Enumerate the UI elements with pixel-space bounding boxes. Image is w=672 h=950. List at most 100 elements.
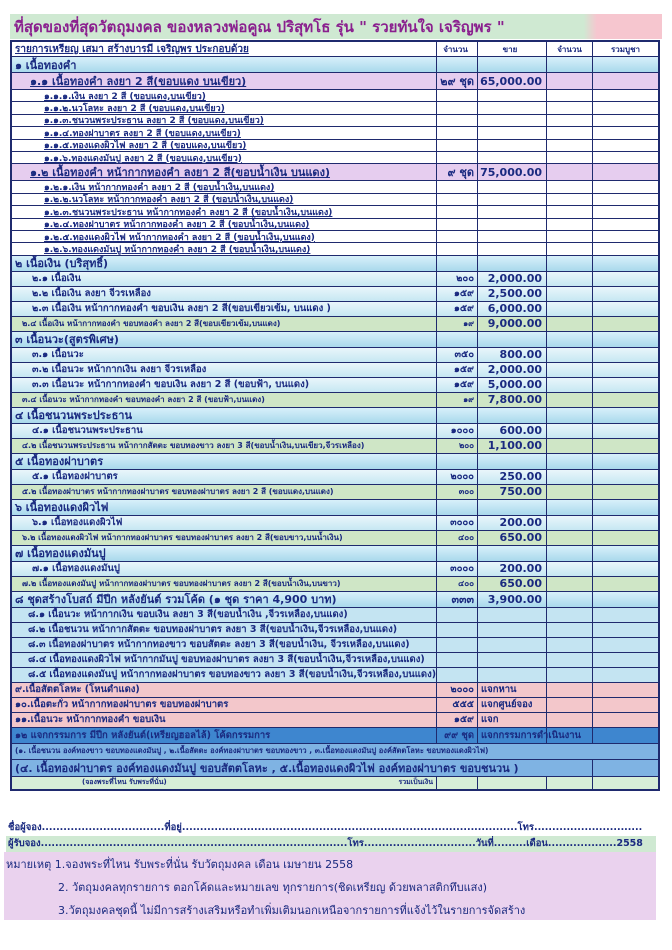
item-count-input[interactable] bbox=[547, 139, 593, 151]
item-count-input[interactable] bbox=[547, 230, 593, 243]
item-count-input[interactable] bbox=[547, 667, 593, 682]
item-total-input[interactable] bbox=[593, 668, 658, 682]
item-count-input[interactable] bbox=[547, 697, 593, 712]
item-total-input[interactable] bbox=[593, 408, 658, 423]
item-count-input[interactable] bbox=[547, 484, 593, 499]
item-total-input[interactable] bbox=[593, 562, 658, 576]
item-count-input[interactable] bbox=[547, 301, 593, 316]
item-count-input[interactable] bbox=[547, 73, 593, 89]
item-count-input[interactable] bbox=[547, 271, 593, 286]
item-total-input[interactable] bbox=[593, 272, 658, 286]
item-count-input[interactable] bbox=[547, 316, 593, 331]
item-total-input[interactable] bbox=[593, 393, 658, 407]
item-total-input[interactable] bbox=[593, 102, 658, 113]
item-total-input[interactable] bbox=[593, 713, 658, 727]
item-count-input[interactable] bbox=[547, 499, 593, 515]
item-total-input[interactable] bbox=[593, 363, 658, 377]
item-total-input[interactable] bbox=[593, 728, 658, 743]
item-total-input[interactable] bbox=[593, 206, 658, 217]
item-count-input[interactable] bbox=[547, 407, 593, 423]
item-count-input[interactable] bbox=[547, 438, 593, 453]
item-count-input[interactable] bbox=[547, 392, 593, 407]
item-total-input[interactable] bbox=[593, 485, 658, 499]
item-count-input[interactable] bbox=[547, 151, 593, 164]
item-count-input[interactable] bbox=[547, 561, 593, 576]
item-total-input[interactable] bbox=[593, 164, 658, 180]
item-count-input[interactable] bbox=[547, 243, 593, 255]
item-count-input[interactable] bbox=[547, 423, 593, 438]
item-total-input[interactable] bbox=[593, 57, 658, 72]
item-total-input[interactable] bbox=[593, 470, 658, 484]
item-count-input[interactable] bbox=[547, 515, 593, 530]
item-total-input[interactable] bbox=[593, 531, 658, 545]
item-total-input[interactable] bbox=[593, 683, 658, 697]
item-count-input[interactable] bbox=[547, 90, 593, 102]
item-total-input[interactable] bbox=[593, 317, 658, 331]
receiver-line[interactable]: ผู้รับจอง...............................… bbox=[6, 836, 656, 852]
item-total-input[interactable] bbox=[593, 256, 658, 271]
item-total-input[interactable] bbox=[593, 332, 658, 347]
item-total-input[interactable] bbox=[593, 623, 658, 637]
item-count-input[interactable] bbox=[547, 607, 593, 622]
item-total-input[interactable] bbox=[593, 454, 658, 469]
item-total-input[interactable] bbox=[593, 424, 658, 438]
item-count-input[interactable] bbox=[547, 114, 593, 127]
item-total-input[interactable] bbox=[593, 302, 658, 316]
item-total-input[interactable] bbox=[593, 378, 658, 392]
item-total-input[interactable] bbox=[593, 500, 658, 515]
item-total-input[interactable] bbox=[593, 231, 658, 242]
item-count-input[interactable] bbox=[547, 712, 593, 727]
item-count-input[interactable] bbox=[547, 255, 593, 271]
item-total-input[interactable] bbox=[593, 546, 658, 561]
item-total-input[interactable] bbox=[593, 592, 658, 607]
item-count-input[interactable] bbox=[547, 453, 593, 469]
total-price-cell[interactable] bbox=[478, 776, 547, 789]
item-total-input[interactable] bbox=[593, 115, 658, 126]
item-count-input[interactable] bbox=[547, 286, 593, 301]
item-count-input[interactable] bbox=[547, 545, 593, 561]
item-total-input[interactable] bbox=[593, 194, 658, 205]
item-count-input[interactable] bbox=[547, 652, 593, 667]
item-count-input[interactable] bbox=[547, 127, 593, 139]
item-count-input[interactable] bbox=[547, 727, 593, 743]
item-total-input[interactable] bbox=[593, 516, 658, 530]
item-count-input[interactable] bbox=[547, 193, 593, 206]
item-total-input[interactable] bbox=[593, 243, 658, 254]
total-sum-cell[interactable] bbox=[593, 777, 658, 789]
item-count-input[interactable] bbox=[547, 682, 593, 697]
item-total-input[interactable] bbox=[593, 638, 658, 652]
item-count-input[interactable] bbox=[547, 377, 593, 392]
booker-line[interactable]: ชื่อผู้จอง..............................… bbox=[8, 822, 643, 833]
item-count-input[interactable] bbox=[547, 57, 593, 72]
item-count-input[interactable] bbox=[547, 637, 593, 652]
item-count-input[interactable] bbox=[547, 164, 593, 181]
item-count-input[interactable] bbox=[547, 576, 593, 591]
item-total-input[interactable] bbox=[593, 152, 658, 163]
item-count-input[interactable] bbox=[547, 206, 593, 218]
item-total-input[interactable] bbox=[593, 90, 658, 101]
item-total-input[interactable] bbox=[593, 73, 658, 89]
item-count-input[interactable] bbox=[547, 622, 593, 637]
item-total-input[interactable] bbox=[593, 181, 658, 192]
item-total-input[interactable] bbox=[593, 577, 658, 591]
total-count-cell[interactable] bbox=[547, 776, 593, 789]
item-total-input[interactable] bbox=[593, 219, 658, 230]
item-count-input[interactable] bbox=[547, 530, 593, 545]
item-count-input[interactable] bbox=[547, 181, 593, 193]
item-total-input[interactable] bbox=[593, 348, 658, 362]
item-total-input[interactable] bbox=[593, 439, 658, 453]
item-count-input[interactable] bbox=[547, 218, 593, 230]
item-total-input[interactable] bbox=[593, 608, 658, 622]
item-count-input[interactable] bbox=[547, 347, 593, 362]
item-count-input[interactable] bbox=[547, 102, 593, 114]
item-total-input[interactable] bbox=[593, 127, 658, 138]
item-count-input[interactable] bbox=[547, 362, 593, 377]
item-count-input[interactable] bbox=[547, 591, 593, 607]
item-total-input[interactable] bbox=[593, 140, 658, 151]
total-qty-cell[interactable] bbox=[437, 776, 478, 789]
item-total-input[interactable] bbox=[593, 287, 658, 301]
item-count-input[interactable] bbox=[547, 331, 593, 347]
item-total-input[interactable] bbox=[593, 698, 658, 712]
item-count-input[interactable] bbox=[547, 469, 593, 484]
item-total-input[interactable] bbox=[593, 653, 658, 667]
